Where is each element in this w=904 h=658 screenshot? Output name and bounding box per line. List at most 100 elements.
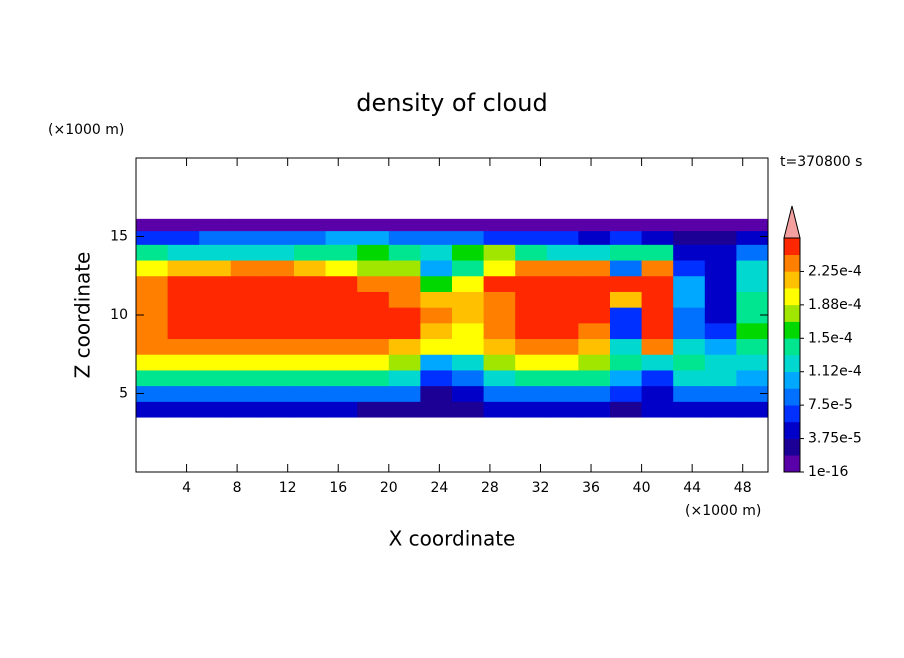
contour-cell xyxy=(610,260,643,277)
contour-cell xyxy=(262,338,295,355)
y-unit: (×1000 m) xyxy=(48,122,124,138)
contour-cell xyxy=(641,275,674,292)
contour-cell xyxy=(357,260,390,277)
colorbar-tick-label: 7.5e-5 xyxy=(808,397,853,413)
contour-cell xyxy=(641,369,674,387)
contour-cell xyxy=(483,244,516,261)
contour-cell xyxy=(452,385,485,402)
contour-cell xyxy=(262,385,295,402)
contour-cell xyxy=(483,401,516,418)
contour-cell xyxy=(452,230,485,245)
contour-cell xyxy=(262,218,295,232)
contour-cell xyxy=(610,354,643,371)
contour-cell xyxy=(325,275,358,292)
contour-cell xyxy=(294,369,327,387)
contour-cell xyxy=(641,230,674,245)
contour-cell xyxy=(136,322,169,340)
contour-cell xyxy=(325,291,358,308)
contour-cell xyxy=(483,260,516,277)
contour-cell xyxy=(262,322,295,340)
contour-cell xyxy=(420,260,453,277)
contour-cell xyxy=(199,307,232,324)
contour-cell xyxy=(199,322,232,340)
contour-cell xyxy=(704,218,737,232)
contour-cell xyxy=(610,307,643,324)
contour-cell xyxy=(199,244,232,261)
contour-cell xyxy=(199,275,232,292)
contour-cell xyxy=(262,354,295,371)
contour-cell xyxy=(483,354,516,371)
contour-cell xyxy=(199,291,232,308)
contour-cell xyxy=(167,291,200,308)
contour-cell xyxy=(199,260,232,277)
contour-cell xyxy=(546,230,579,245)
contour-cell xyxy=(262,275,295,292)
colorbar-bin xyxy=(784,405,800,423)
y-tick-label: 5 xyxy=(119,386,128,402)
colorbar-tick-label: 3.75e-5 xyxy=(808,431,862,447)
contour-cell xyxy=(736,218,769,232)
contour-cell xyxy=(230,218,263,232)
contour-cell xyxy=(673,401,706,418)
contour-cell xyxy=(704,260,737,277)
contour-cell xyxy=(230,385,263,402)
contour-cell xyxy=(230,369,263,387)
contour-cell xyxy=(420,322,453,340)
contour-cell xyxy=(515,369,548,387)
contour-cell xyxy=(483,322,516,340)
contour-cell xyxy=(294,275,327,292)
contour-cell xyxy=(294,291,327,308)
contour-cell xyxy=(136,230,169,245)
contour-cell xyxy=(325,338,358,355)
contour-cell xyxy=(610,385,643,402)
contour-cell xyxy=(736,354,769,371)
contour-cell xyxy=(483,275,516,292)
contour-cell xyxy=(136,260,169,277)
contour-cell xyxy=(294,230,327,245)
contour-cell xyxy=(420,291,453,308)
contour-cell xyxy=(483,230,516,245)
contour-cell xyxy=(167,354,200,371)
colorbar-bin xyxy=(784,371,800,389)
contour-cell xyxy=(673,307,706,324)
contour-cell xyxy=(736,385,769,402)
contour-cell xyxy=(578,230,611,245)
colorbar-tick-label: 1.5e-4 xyxy=(808,330,853,346)
contour-cell xyxy=(578,322,611,340)
contour-cell xyxy=(357,322,390,340)
y-axis-label: Z coordinate xyxy=(71,252,95,379)
contour-cell xyxy=(388,338,421,355)
contour-cell xyxy=(325,307,358,324)
contour-cell xyxy=(515,244,548,261)
contour-cell xyxy=(325,230,358,245)
contour-cell xyxy=(578,369,611,387)
contour-cell xyxy=(262,369,295,387)
contour-cell xyxy=(357,244,390,261)
contour-cell xyxy=(578,354,611,371)
contour-cell xyxy=(641,338,674,355)
colorbar-bin xyxy=(784,438,800,456)
contour-cell xyxy=(673,369,706,387)
x-tick-label: 12 xyxy=(279,480,297,496)
contour-cell xyxy=(325,385,358,402)
contour-cell xyxy=(199,338,232,355)
contour-cell xyxy=(610,338,643,355)
contour-cell xyxy=(452,401,485,418)
contour-cell xyxy=(230,338,263,355)
contour-cell xyxy=(515,354,548,371)
contour-cell xyxy=(357,369,390,387)
contour-cell xyxy=(673,354,706,371)
contour-cell xyxy=(483,369,516,387)
contour-cell xyxy=(452,369,485,387)
contour-cell xyxy=(136,218,169,232)
contour-cell xyxy=(673,260,706,277)
contour-cell xyxy=(357,385,390,402)
contour-cell xyxy=(230,354,263,371)
contour-cell xyxy=(546,291,579,308)
contour-cell xyxy=(199,230,232,245)
x-tick-label: 40 xyxy=(633,480,651,496)
colorbar-tick-label: 1.12e-4 xyxy=(808,364,862,380)
contour-cell xyxy=(262,307,295,324)
colorbar-bin xyxy=(784,271,800,289)
